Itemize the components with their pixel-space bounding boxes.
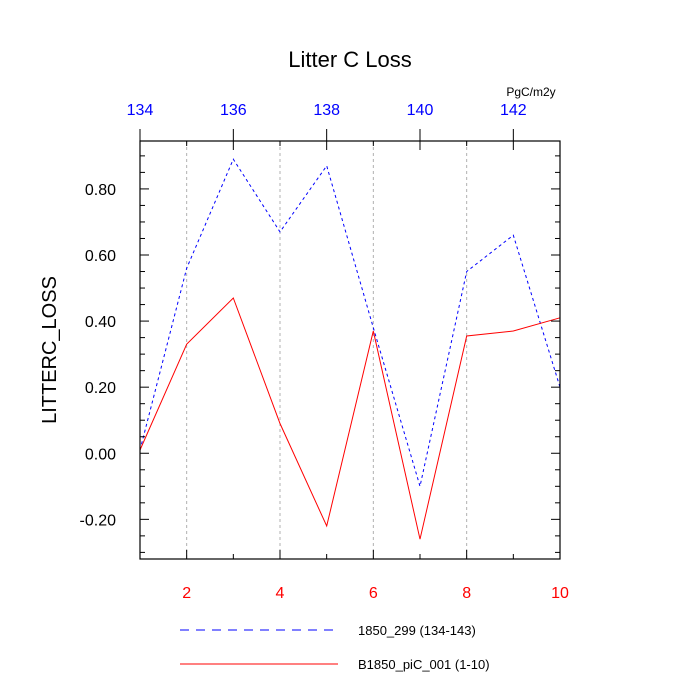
x-bottom-tick-label: 8 — [462, 585, 471, 602]
y-axis-label: LITTERC_LOSS — [39, 276, 61, 424]
x-top-tick-label: 140 — [407, 102, 434, 119]
x-bottom-tick-label: 2 — [182, 585, 191, 602]
series-line-b1850-pic — [139, 297, 561, 540]
y-tick-label: 0.00 — [85, 446, 116, 463]
x-top-tick-label: 142 — [500, 102, 527, 119]
x-bottom-tick-label: 10 — [551, 585, 569, 602]
axis-ticks — [139, 129, 561, 559]
legend-label-1850-299: 1850_299 (134-143) — [358, 623, 476, 638]
y-tick-label: 0.60 — [85, 248, 116, 265]
y-tick-label: -0.20 — [80, 512, 117, 529]
grid-lines — [186, 141, 468, 559]
plot-frame — [139, 140, 561, 560]
tick-labels: -0.20 0.00 0.20 0.40 0.60 0.80 2 4 6 8 10 134 136 138… — [80, 102, 569, 602]
x-top-tick-label: 134 — [127, 102, 154, 119]
series-line-1850-299 — [139, 158, 561, 487]
units-label: PgC/m2y — [506, 85, 555, 99]
x-top-tick-label: 136 — [220, 102, 247, 119]
legend: 1850_299 (134-143) B1850_piC_001 (1-10) — [180, 623, 490, 672]
chart-title: Litter C Loss — [288, 47, 412, 72]
y-tick-label: 0.80 — [85, 182, 116, 199]
x-bottom-tick-label: 4 — [276, 585, 285, 602]
legend-label-b1850-pic: B1850_piC_001 (1-10) — [358, 657, 490, 672]
x-bottom-tick-label: 6 — [369, 585, 378, 602]
y-tick-label: 0.40 — [85, 314, 116, 331]
x-top-tick-label: 138 — [313, 102, 340, 119]
series-lines — [139, 158, 561, 540]
y-tick-label: 0.20 — [85, 380, 116, 397]
